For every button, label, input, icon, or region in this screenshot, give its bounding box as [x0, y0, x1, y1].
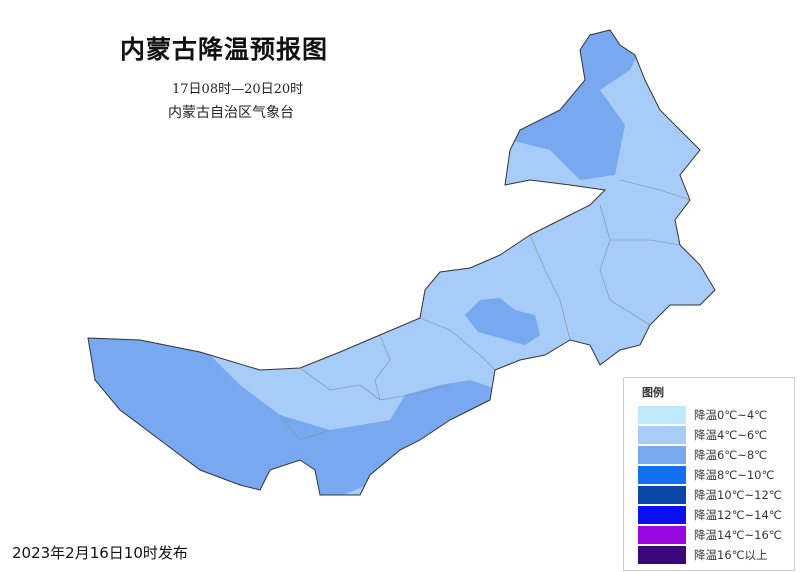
- legend-item: 降温0℃~4℃: [638, 406, 767, 424]
- legend-item: 降温8℃~10℃: [638, 466, 774, 484]
- legend-label: 降温16℃以上: [694, 548, 768, 562]
- region-level-6-8-center: [465, 298, 540, 345]
- legend-item: 降温4℃~6℃: [638, 426, 767, 444]
- legend-label: 降温14℃~16℃: [694, 528, 782, 542]
- forecast-period: 17日08时—20日20时: [172, 82, 304, 97]
- legend-item: 降温16℃以上: [638, 546, 768, 564]
- legend-item: 降温10℃~12℃: [638, 486, 782, 504]
- legend-label: 降温8℃~10℃: [694, 468, 775, 482]
- legend-item: 降温14℃~16℃: [638, 526, 782, 544]
- legend-label: 降温12℃~14℃: [694, 508, 782, 522]
- legend-swatch: [638, 546, 686, 564]
- legend-title: 图例: [642, 386, 664, 399]
- legend-swatch: [638, 506, 686, 524]
- legend: 图例 降温0℃~4℃ 降温4℃~6℃ 降温6℃~8℃ 降温8℃~10℃ 降温10℃~12…: [623, 377, 795, 571]
- legend-swatch: [638, 526, 686, 544]
- map-title: 内蒙古降温预报图: [120, 35, 329, 64]
- legend-label: 降温4℃~6℃: [694, 428, 768, 442]
- organization: 内蒙古自治区气象台: [168, 105, 294, 121]
- legend-label: 降温10℃~12℃: [694, 488, 782, 502]
- legend-swatch: [638, 486, 686, 504]
- legend-item: 降温12℃~14℃: [638, 506, 782, 524]
- legend-item: 降温6℃~8℃: [638, 446, 767, 464]
- legend-swatch: [638, 426, 686, 444]
- issue-time: 2023年2月16日10时发布: [12, 544, 188, 562]
- legend-swatch: [638, 446, 686, 464]
- legend-label: 降温0℃~4℃: [694, 408, 768, 422]
- legend-swatch: [638, 406, 686, 424]
- region-level-6-8-northeast: [510, 30, 650, 180]
- legend-label: 降温6℃~8℃: [694, 448, 768, 462]
- legend-swatch: [638, 466, 686, 484]
